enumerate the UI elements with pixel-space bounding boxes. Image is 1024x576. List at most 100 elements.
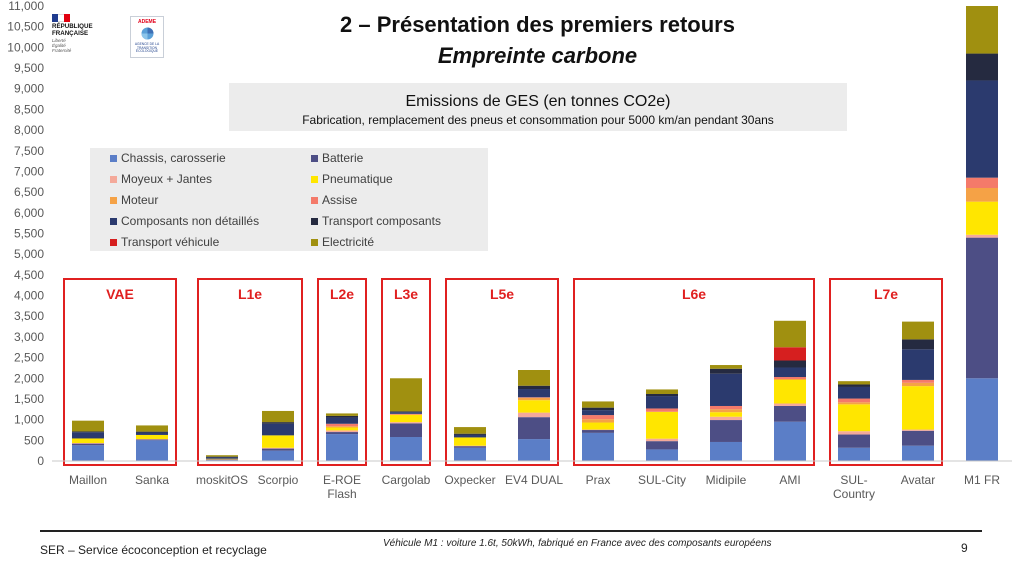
bar-segment bbox=[966, 6, 998, 54]
bar-segment bbox=[710, 412, 742, 417]
bar-segment bbox=[966, 234, 998, 238]
y-tick-label: 5,000 bbox=[14, 247, 44, 261]
y-tick-label: 9,000 bbox=[14, 82, 44, 96]
bar-segment bbox=[326, 432, 358, 435]
legend-swatch bbox=[110, 197, 117, 204]
bar-segment bbox=[72, 431, 104, 433]
bar-segment bbox=[838, 431, 870, 435]
bar-segment bbox=[390, 412, 422, 414]
y-axis: 0 500 1,000 1,500 2,000 2,500 3,000 3,500 4,000 4… bbox=[7, 0, 44, 468]
y-tick-label: 7,000 bbox=[14, 164, 44, 178]
bar-segment bbox=[774, 403, 806, 406]
bar-segment bbox=[454, 434, 486, 438]
y-tick-label: 8,000 bbox=[14, 123, 44, 137]
group-label: L3e bbox=[394, 286, 418, 302]
bar-segment bbox=[262, 448, 294, 451]
ademe-tagline-1: AGENCE DE LA bbox=[134, 42, 160, 46]
legend-box bbox=[90, 148, 488, 251]
legend-label: Assise bbox=[322, 193, 358, 207]
bar-segment bbox=[710, 420, 742, 442]
legend-label: Transport véhicule bbox=[121, 235, 220, 249]
bar-segment bbox=[206, 459, 238, 460]
bar-segment bbox=[582, 419, 614, 423]
bar-segment bbox=[774, 377, 806, 380]
bar-segment bbox=[518, 397, 550, 401]
footer-divider bbox=[40, 530, 982, 532]
bar-segment bbox=[710, 405, 742, 410]
footer-department: SER – Service écoconception et recyclage bbox=[40, 543, 267, 557]
group-label: L6e bbox=[682, 286, 706, 302]
bar-segment bbox=[454, 446, 486, 448]
x-tick-label: SUL-City bbox=[638, 473, 686, 487]
y-tick-label: 500 bbox=[24, 433, 44, 447]
chart-subtitle: Fabrication, remplacement des pneus et c… bbox=[302, 113, 774, 127]
bar-segment bbox=[72, 443, 104, 444]
bar-segment bbox=[646, 441, 678, 450]
bar-segment bbox=[774, 367, 806, 378]
x-tick-label: Maillon bbox=[69, 473, 107, 487]
x-tick-label: Midipile bbox=[706, 473, 747, 487]
bar-segment bbox=[774, 320, 806, 348]
bar-segment bbox=[136, 440, 168, 461]
logos: RÉPUBLIQUE FRANÇAISE Liberté Égalité Fra… bbox=[52, 14, 172, 60]
bar-segment bbox=[72, 443, 104, 446]
footnote: Véhicule M1 : voiture 1.6t, 50kWh, fabri… bbox=[383, 538, 772, 549]
bar-segment bbox=[326, 415, 358, 418]
bar-segment bbox=[206, 457, 238, 459]
group-label: L7e bbox=[874, 286, 898, 302]
legend-swatch bbox=[311, 218, 318, 225]
republique-motto: Liberté Égalité Fraternité bbox=[52, 38, 72, 53]
bar-segment bbox=[136, 431, 168, 433]
ademe-name: ADEME bbox=[137, 19, 157, 25]
bar-segment bbox=[136, 434, 168, 440]
x-tick-label: AMI bbox=[779, 473, 800, 487]
bar-segment bbox=[646, 393, 678, 397]
legend-label: Pneumatique bbox=[322, 172, 393, 186]
bar-segment bbox=[136, 432, 168, 435]
legend-swatch bbox=[311, 239, 318, 246]
bar-segment bbox=[262, 422, 294, 424]
group-box bbox=[381, 278, 431, 466]
bar-segment bbox=[902, 386, 934, 430]
bar-segment bbox=[136, 439, 168, 441]
ademe-tagline-2: TRANSITION bbox=[137, 45, 157, 50]
bar-segment bbox=[262, 410, 294, 423]
y-tick-label: 6,000 bbox=[14, 206, 44, 220]
bar-segment bbox=[646, 408, 678, 412]
slide-title: 2 – Présentation des premiers retours bbox=[340, 12, 735, 37]
bar-segment bbox=[582, 410, 614, 416]
y-tick-label: 6,500 bbox=[14, 185, 44, 199]
x-tick-label: Country bbox=[833, 487, 875, 501]
motto-line-3: Fraternité bbox=[52, 47, 72, 53]
y-tick-label: 3,500 bbox=[14, 309, 44, 323]
bar-segment bbox=[518, 389, 550, 398]
bar-segment bbox=[518, 397, 550, 398]
bar-segment bbox=[582, 407, 614, 411]
legend-label: Batterie bbox=[322, 151, 364, 165]
x-tick-label: Scorpio bbox=[258, 473, 299, 487]
bar-segment bbox=[136, 439, 168, 440]
bar-segment bbox=[582, 429, 614, 433]
bar-segment bbox=[454, 445, 486, 447]
bar-segment bbox=[902, 430, 934, 446]
bar-segment bbox=[262, 423, 294, 436]
legend-swatch bbox=[110, 239, 117, 246]
x-tick-label: Oxpecker bbox=[444, 473, 495, 487]
x-tick-label: EV4 DUAL bbox=[505, 473, 563, 487]
bar-segment bbox=[72, 438, 104, 444]
y-tick-label: 1,000 bbox=[14, 413, 44, 427]
bar-segment bbox=[710, 441, 742, 461]
bar-segment bbox=[454, 447, 486, 461]
slide-subtitle: Empreinte carbone bbox=[437, 43, 638, 68]
bar-segment bbox=[774, 379, 806, 404]
y-tick-label: 8,500 bbox=[14, 102, 44, 116]
group-label: L5e bbox=[490, 286, 514, 302]
bar-segment bbox=[518, 370, 550, 386]
ademe-tagline: AGENCE DE LA TRANSITION ÉCOLOGIQUE bbox=[133, 42, 161, 54]
y-tick-label: 4,500 bbox=[14, 268, 44, 282]
legend-label: Transport composants bbox=[322, 214, 441, 228]
chart-title-box bbox=[229, 83, 847, 131]
bar-segment bbox=[710, 365, 742, 369]
bar-segment bbox=[326, 413, 358, 416]
y-tick-label: 9,500 bbox=[14, 61, 44, 75]
